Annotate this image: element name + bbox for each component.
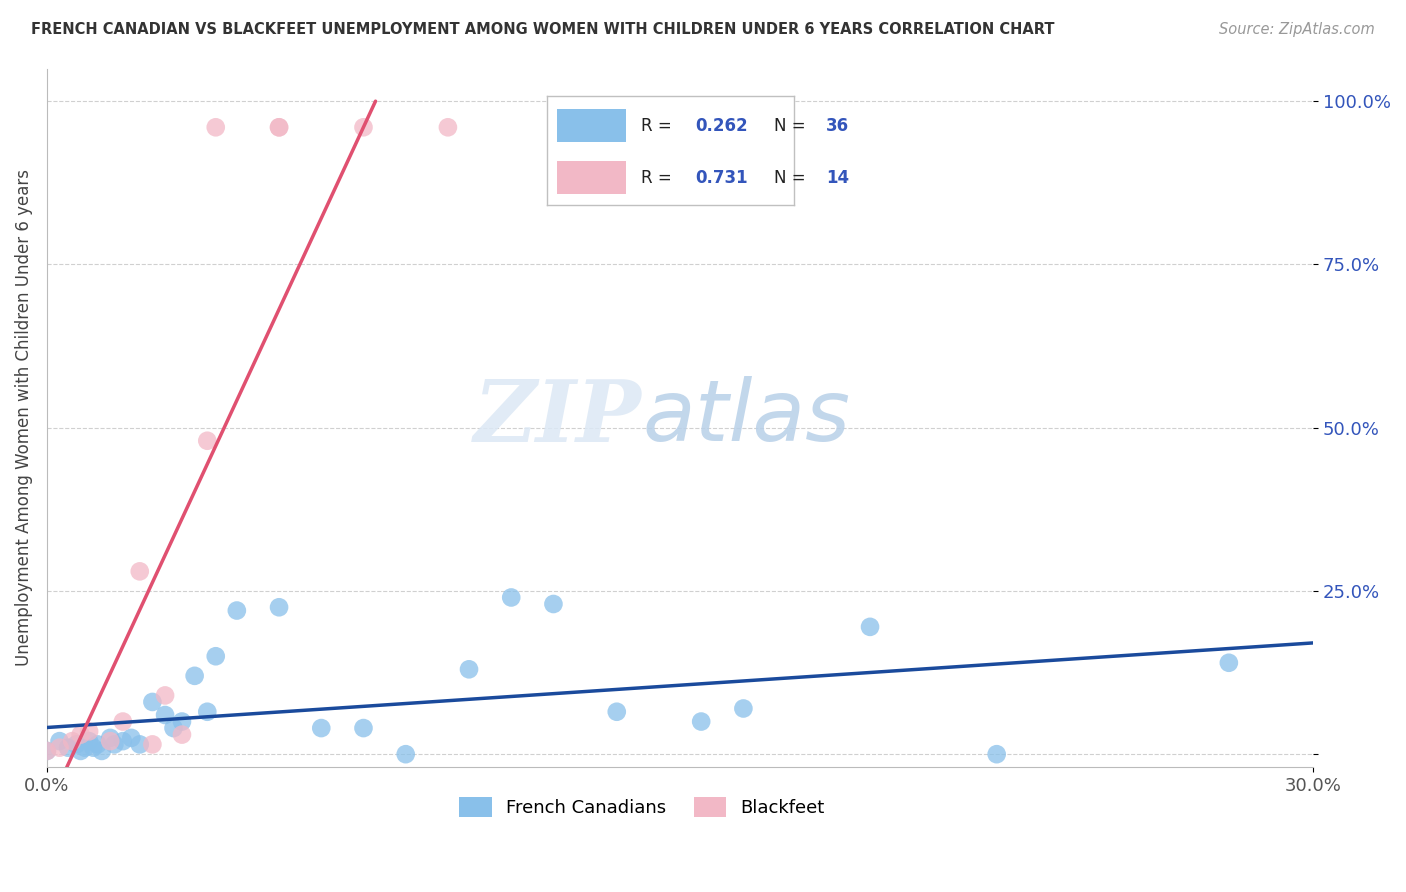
Point <box>859 620 882 634</box>
Point <box>162 721 184 735</box>
Point <box>437 120 460 135</box>
Point <box>90 744 112 758</box>
Point <box>60 734 83 748</box>
Point <box>267 600 290 615</box>
Point <box>986 747 1008 762</box>
Point <box>56 740 79 755</box>
Point <box>153 689 176 703</box>
Point <box>103 738 125 752</box>
Point <box>128 565 150 579</box>
Point <box>183 669 205 683</box>
Point <box>69 728 91 742</box>
Point <box>1218 656 1240 670</box>
Point <box>111 714 134 729</box>
Text: atlas: atlas <box>643 376 851 459</box>
Point <box>77 734 100 748</box>
Point <box>267 120 290 135</box>
Point <box>395 747 418 762</box>
Point <box>204 649 226 664</box>
Point <box>606 705 628 719</box>
Point <box>458 662 481 676</box>
Point <box>98 731 121 745</box>
Y-axis label: Unemployment Among Women with Children Under 6 years: Unemployment Among Women with Children U… <box>15 169 32 666</box>
Point <box>111 734 134 748</box>
Point <box>267 120 290 135</box>
Point <box>195 434 218 448</box>
Point <box>204 120 226 135</box>
Text: Source: ZipAtlas.com: Source: ZipAtlas.com <box>1219 22 1375 37</box>
Point <box>153 708 176 723</box>
Point <box>65 738 87 752</box>
Legend: French Canadians, Blackfeet: French Canadians, Blackfeet <box>453 789 832 824</box>
Point <box>170 714 193 729</box>
Point <box>170 728 193 742</box>
Point <box>120 731 142 745</box>
Point <box>48 734 70 748</box>
Point <box>195 705 218 719</box>
Point <box>141 738 163 752</box>
Point <box>35 744 58 758</box>
Point <box>501 591 523 605</box>
Point <box>225 603 247 617</box>
Point <box>98 734 121 748</box>
Point <box>77 724 100 739</box>
Point <box>69 744 91 758</box>
Point <box>543 597 565 611</box>
Point <box>128 738 150 752</box>
Point <box>353 721 375 735</box>
Point <box>73 740 96 755</box>
Point <box>141 695 163 709</box>
Point <box>82 740 104 755</box>
Point <box>690 714 713 729</box>
Text: ZIP: ZIP <box>474 376 643 459</box>
Text: FRENCH CANADIAN VS BLACKFEET UNEMPLOYMENT AMONG WOMEN WITH CHILDREN UNDER 6 YEAR: FRENCH CANADIAN VS BLACKFEET UNEMPLOYMEN… <box>31 22 1054 37</box>
Point <box>733 701 755 715</box>
Point <box>86 738 108 752</box>
Point <box>48 740 70 755</box>
Point <box>35 744 58 758</box>
Point <box>311 721 333 735</box>
Point <box>353 120 375 135</box>
